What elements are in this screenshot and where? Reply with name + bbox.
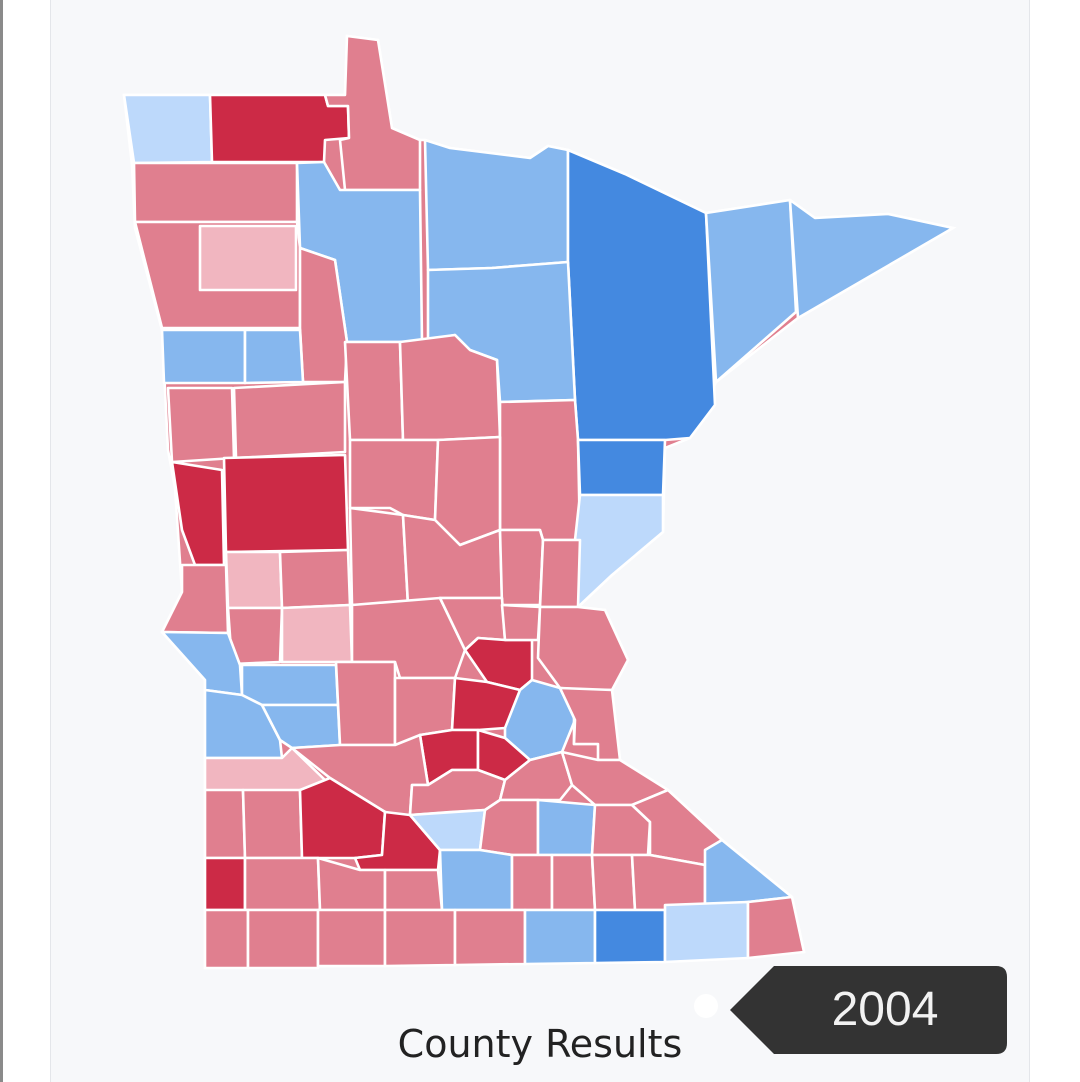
county-region[interactable] [630, 853, 707, 912]
county-region[interactable] [203, 856, 247, 912]
county-region[interactable] [500, 603, 542, 642]
county-region[interactable] [536, 798, 597, 857]
county-region[interactable] [453, 908, 527, 967]
county-region[interactable] [240, 663, 340, 707]
county-region[interactable] [498, 528, 545, 607]
county-region[interactable] [243, 328, 305, 385]
year-label: 2004 [831, 983, 939, 1036]
county-region[interactable] [383, 868, 444, 912]
county-region[interactable] [746, 895, 806, 960]
county-region[interactable] [704, 198, 798, 384]
county-region[interactable] [334, 660, 397, 747]
left-edge-line [0, 0, 3, 1082]
county-region[interactable] [536, 605, 630, 692]
county-region[interactable] [510, 853, 554, 912]
county-region[interactable] [348, 506, 410, 607]
county-region[interactable] [203, 788, 247, 860]
county-region[interactable] [160, 630, 244, 697]
county-region[interactable] [316, 908, 387, 968]
county-region[interactable] [198, 224, 298, 292]
county-region[interactable] [498, 398, 582, 542]
county-region[interactable] [703, 838, 794, 907]
county-region[interactable] [438, 848, 514, 912]
map-caption: County Results [397, 1022, 683, 1066]
county-region[interactable] [222, 453, 350, 554]
year-slider-handle[interactable] [694, 994, 718, 1018]
county-region[interactable] [132, 161, 299, 224]
county-region[interactable] [243, 856, 322, 912]
county-region[interactable] [523, 908, 597, 966]
county-region[interactable] [550, 853, 597, 912]
county-region[interactable] [788, 198, 955, 320]
county-region[interactable] [166, 386, 236, 464]
county-region[interactable] [573, 493, 665, 609]
county-region[interactable] [160, 328, 247, 385]
county-region[interactable] [278, 548, 352, 610]
county-region[interactable] [160, 563, 230, 635]
year-tooltip[interactable]: 2004 [730, 966, 1007, 1054]
county-region[interactable] [576, 438, 667, 497]
county-region[interactable] [122, 93, 214, 165]
county-region[interactable] [566, 148, 717, 442]
county-region[interactable] [478, 798, 540, 857]
county-region[interactable] [246, 908, 320, 970]
county-region[interactable] [558, 686, 622, 762]
tooltip-tag-icon [730, 966, 1007, 1054]
county-region[interactable] [224, 550, 284, 610]
county-region[interactable] [348, 438, 440, 522]
county-region[interactable] [593, 908, 667, 965]
county-region[interactable] [232, 380, 347, 460]
county-region[interactable] [538, 538, 582, 609]
county-region[interactable] [383, 908, 457, 968]
county-region[interactable] [343, 340, 405, 442]
county-region[interactable] [423, 138, 570, 272]
county-region[interactable] [203, 908, 250, 970]
county-region[interactable] [280, 603, 354, 664]
county-region[interactable] [241, 788, 304, 860]
county-region[interactable] [663, 900, 750, 964]
county-region[interactable] [590, 853, 637, 912]
